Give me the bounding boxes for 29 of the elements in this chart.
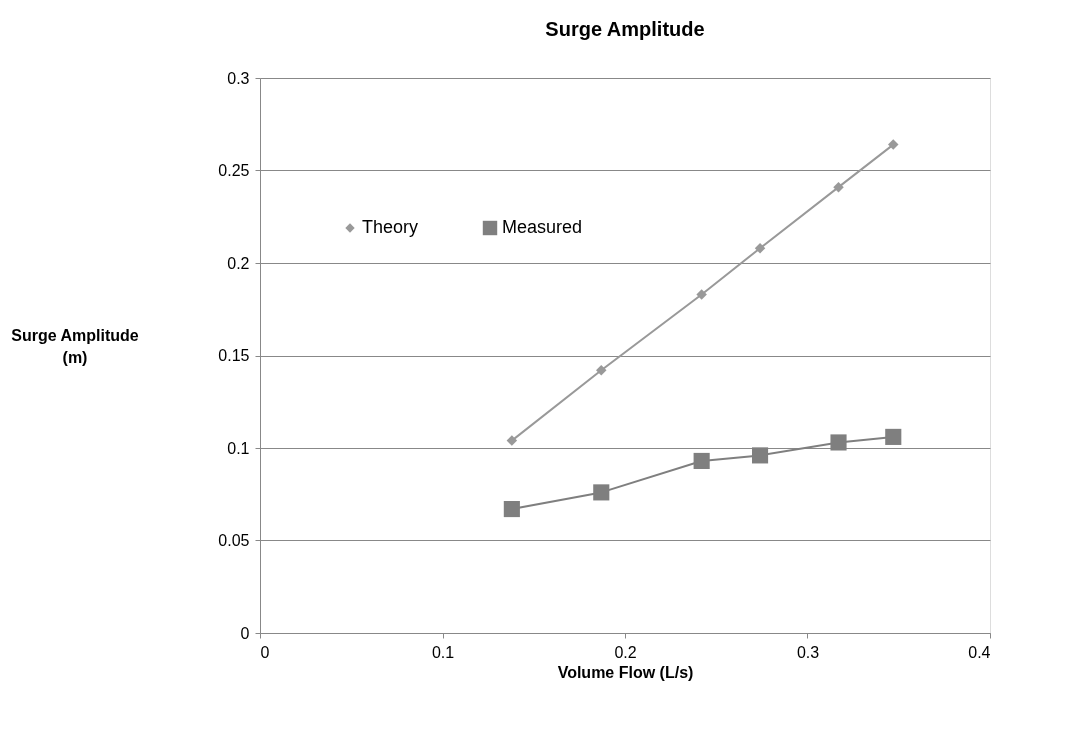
chart-title: Surge Amplitude bbox=[545, 18, 705, 40]
x-tick-label: 0.4 bbox=[968, 643, 991, 661]
point bbox=[593, 484, 610, 501]
legend-label: Measured bbox=[502, 217, 583, 237]
y-tick-label: 0.2 bbox=[227, 254, 250, 272]
y-tick-label: 0.1 bbox=[227, 439, 250, 457]
point bbox=[888, 139, 899, 150]
point bbox=[596, 365, 607, 376]
point bbox=[696, 289, 707, 300]
x-tick-label: 0.2 bbox=[614, 643, 637, 661]
y-tick-label: 0 bbox=[240, 624, 250, 642]
point bbox=[503, 500, 520, 518]
point bbox=[693, 452, 710, 470]
point bbox=[506, 435, 518, 446]
legend-label: Theory bbox=[362, 217, 419, 237]
point bbox=[754, 242, 766, 254]
y-tick-label: 0.05 bbox=[218, 532, 250, 549]
point bbox=[885, 428, 902, 445]
y-axis-title: Surge Amplitude (m) bbox=[11, 326, 139, 366]
point bbox=[751, 447, 769, 464]
point bbox=[833, 181, 844, 193]
x-tick-label: 0.3 bbox=[796, 643, 820, 661]
x-tick-label: 0.1 bbox=[431, 643, 455, 661]
point bbox=[830, 434, 847, 451]
x-tick-label: 0 bbox=[260, 643, 270, 661]
y-tick-label: 0.3 bbox=[227, 69, 250, 87]
x-axis-title: Volume Flow (L/s) bbox=[557, 663, 694, 681]
y-tick-label: 0.15 bbox=[218, 347, 250, 364]
y-tick-label: 0.25 bbox=[218, 162, 250, 179]
